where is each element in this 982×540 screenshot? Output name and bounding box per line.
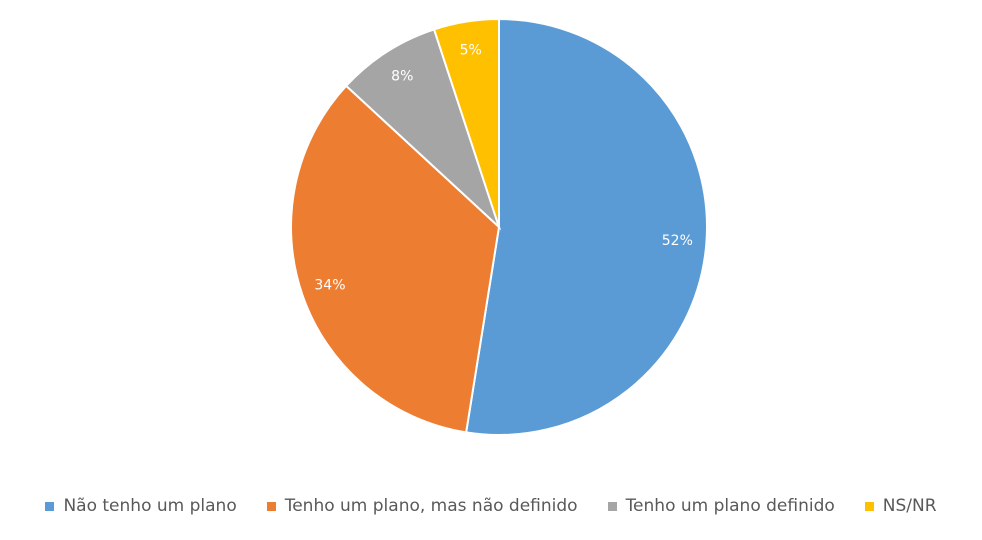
legend-item: NS/NR [864, 496, 937, 516]
pie-slice [432, 17, 500, 228]
pie-slice [344, 28, 502, 231]
legend: Não tenho um plano Tenho um plano, mas nã… [0, 496, 982, 516]
legend-swatch [607, 501, 617, 511]
legend-swatch [266, 501, 276, 511]
data-label: 5% [460, 42, 482, 58]
data-label: 8% [391, 69, 413, 85]
data-label: 52% [662, 233, 693, 249]
legend-item: Tenho um plano definido [607, 496, 835, 516]
pie-slice [464, 17, 708, 436]
legend-swatch [864, 501, 874, 511]
legend-label: Tenho um plano, mas não definido [284, 496, 578, 516]
legend-label: Tenho um plano definido [625, 496, 835, 516]
chart: 52% 34% 8% 5% [290, 17, 708, 436]
data-label: 34% [314, 278, 345, 294]
legend-swatch [45, 501, 55, 511]
legend-label: NS/NR [882, 496, 937, 516]
legend-label: Não tenho um plano [63, 496, 237, 516]
pie-slice [290, 84, 501, 434]
legend-item: Não tenho um plano [45, 496, 237, 516]
legend-item: Tenho um plano, mas não definido [266, 496, 578, 516]
